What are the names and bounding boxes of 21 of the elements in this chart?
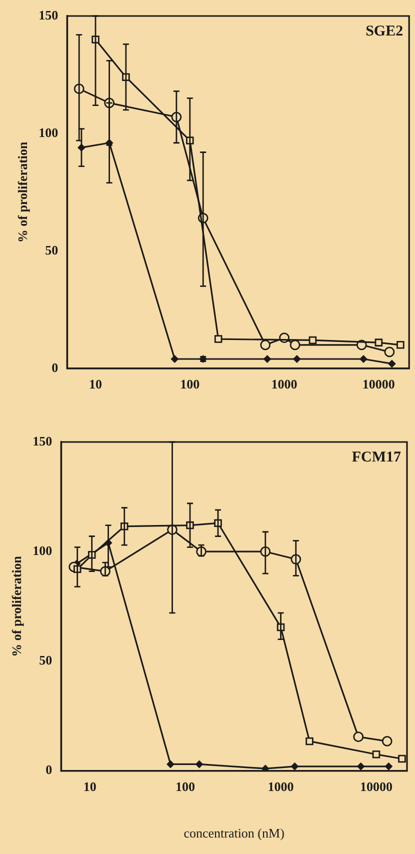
annotation: SGE2 xyxy=(366,23,404,40)
x-axis-title: concentration (nM) xyxy=(184,826,284,841)
x-tick-label: 1000 xyxy=(268,778,294,794)
y-tick-label: 150 xyxy=(38,7,58,22)
x-tick-label: 100 xyxy=(180,376,200,392)
y-tick-label: 50 xyxy=(45,242,58,258)
x-tick-label: 10000 xyxy=(362,376,395,392)
y-axis-title: % of proliferation xyxy=(15,141,30,243)
annotation: FCM17 xyxy=(352,449,402,466)
x-tick-label: 10 xyxy=(83,778,96,794)
x-tick-label: 1000 xyxy=(271,376,298,392)
y-tick-label: 50 xyxy=(39,652,52,668)
y-axis-title: % of proliferation xyxy=(9,555,24,657)
y-tick-label: 100 xyxy=(38,124,58,140)
x-tick-label: 100 xyxy=(176,778,196,794)
y-tick-label: 150 xyxy=(32,433,52,448)
y-tick-label: 0 xyxy=(46,762,52,778)
x-tick-label: 10 xyxy=(89,376,102,392)
y-tick-label: 100 xyxy=(32,542,52,558)
y-tick-label: 0 xyxy=(52,360,58,375)
x-tick-label: 10000 xyxy=(360,778,392,794)
